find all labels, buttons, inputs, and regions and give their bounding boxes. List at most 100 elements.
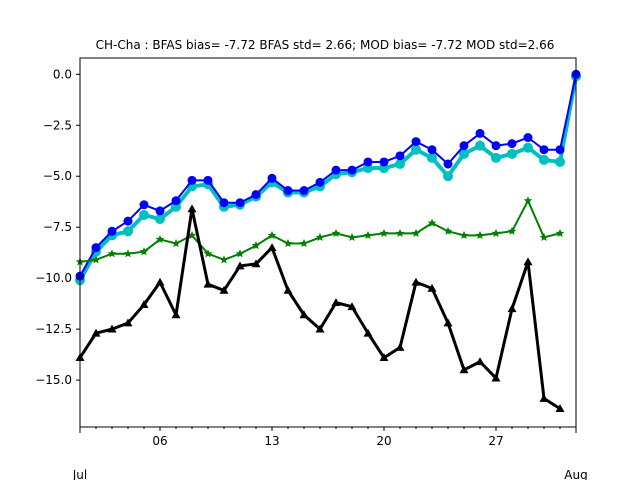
data-point (475, 140, 485, 151)
x-tick-label: 27 (488, 434, 503, 448)
data-point (539, 232, 549, 242)
data-point (523, 133, 533, 143)
data-point (507, 148, 517, 159)
data-point (379, 228, 389, 237)
data-point (251, 259, 261, 268)
data-point (91, 243, 101, 253)
data-point (171, 239, 181, 248)
data-point (411, 144, 421, 155)
data-point (491, 141, 501, 151)
axes-layer: 0.0 −2.5 −5.0 −7.5 −10.0 −12.5 −15.0 06 13 20 27 Ju… (35, 57, 588, 480)
data-point (555, 156, 565, 167)
data-point (123, 226, 133, 237)
series-1 (75, 69, 581, 281)
data-point (123, 318, 133, 327)
plot-area (80, 58, 576, 427)
y-tick-label: −2.5 (43, 118, 72, 132)
data-point (91, 255, 101, 264)
data-point (331, 298, 341, 307)
data-point (123, 216, 133, 226)
data-point (203, 249, 213, 258)
data-point (363, 328, 373, 337)
data-point (187, 175, 197, 185)
data-point (347, 302, 357, 311)
data-point (427, 218, 437, 227)
data-point (427, 152, 437, 163)
data-point (459, 365, 469, 374)
plot-frame (79, 57, 577, 428)
y-tick-label: −7.5 (43, 220, 72, 234)
data-point (379, 157, 389, 167)
data-point (363, 157, 373, 167)
data-point (251, 241, 261, 250)
data-point (283, 239, 293, 248)
data-point (443, 318, 453, 327)
data-point (459, 148, 469, 159)
data-point (139, 300, 149, 309)
data-point (155, 214, 165, 225)
data-point (107, 324, 117, 333)
data-point (107, 249, 117, 258)
x-tick-label: 06 (152, 434, 167, 448)
data-point (411, 228, 421, 237)
data-point (379, 353, 389, 362)
data-point (331, 165, 341, 175)
data-point (171, 196, 181, 206)
data-point (363, 230, 373, 240)
data-point (171, 310, 181, 319)
data-point (427, 145, 437, 155)
data-point (395, 342, 405, 351)
data-point (315, 232, 325, 242)
data-point (187, 230, 197, 240)
data-point (283, 186, 293, 196)
data-point (187, 204, 197, 213)
plot-background (80, 58, 576, 427)
data-point (139, 209, 149, 220)
data-point (139, 247, 149, 256)
chart-title: CH-Cha : BFAS bias= -7.72 BFAS std= 2.66… (96, 38, 555, 52)
data-point (235, 198, 245, 208)
data-point (555, 228, 565, 237)
data-point (299, 239, 309, 248)
data-point (123, 249, 133, 258)
y-tick-label: −15.0 (35, 373, 72, 387)
data-point (475, 357, 485, 366)
data-point (491, 373, 501, 382)
data-point (539, 393, 549, 402)
y-tick-label: 0.0 (53, 67, 72, 81)
data-point (507, 226, 517, 235)
data-point (475, 230, 485, 240)
data-point (219, 285, 229, 294)
data-point (395, 228, 405, 237)
data-point (299, 310, 309, 319)
data-point (107, 226, 117, 236)
series-layer (75, 69, 581, 413)
data-point (283, 285, 293, 294)
data-point (459, 230, 469, 240)
data-point (443, 159, 453, 169)
data-point (539, 154, 549, 165)
data-point (475, 128, 485, 138)
data-point (267, 173, 277, 183)
data-point (491, 228, 501, 237)
data-point (347, 232, 357, 242)
data-point (523, 142, 533, 153)
data-point (555, 145, 565, 155)
data-point (443, 171, 453, 182)
data-point (315, 324, 325, 333)
data-point (411, 277, 421, 286)
data-point (155, 234, 165, 244)
data-point (507, 304, 517, 313)
data-point (155, 277, 165, 286)
data-point (443, 226, 453, 235)
data-point (347, 165, 357, 175)
x-tick-label: 20 (376, 434, 391, 448)
data-point (555, 404, 565, 413)
data-point (219, 198, 229, 208)
data-point (267, 243, 277, 251)
x-month-label: Jul (72, 468, 87, 480)
data-point (523, 257, 533, 266)
data-point (523, 196, 533, 205)
data-point (203, 279, 213, 288)
data-point (203, 175, 213, 185)
